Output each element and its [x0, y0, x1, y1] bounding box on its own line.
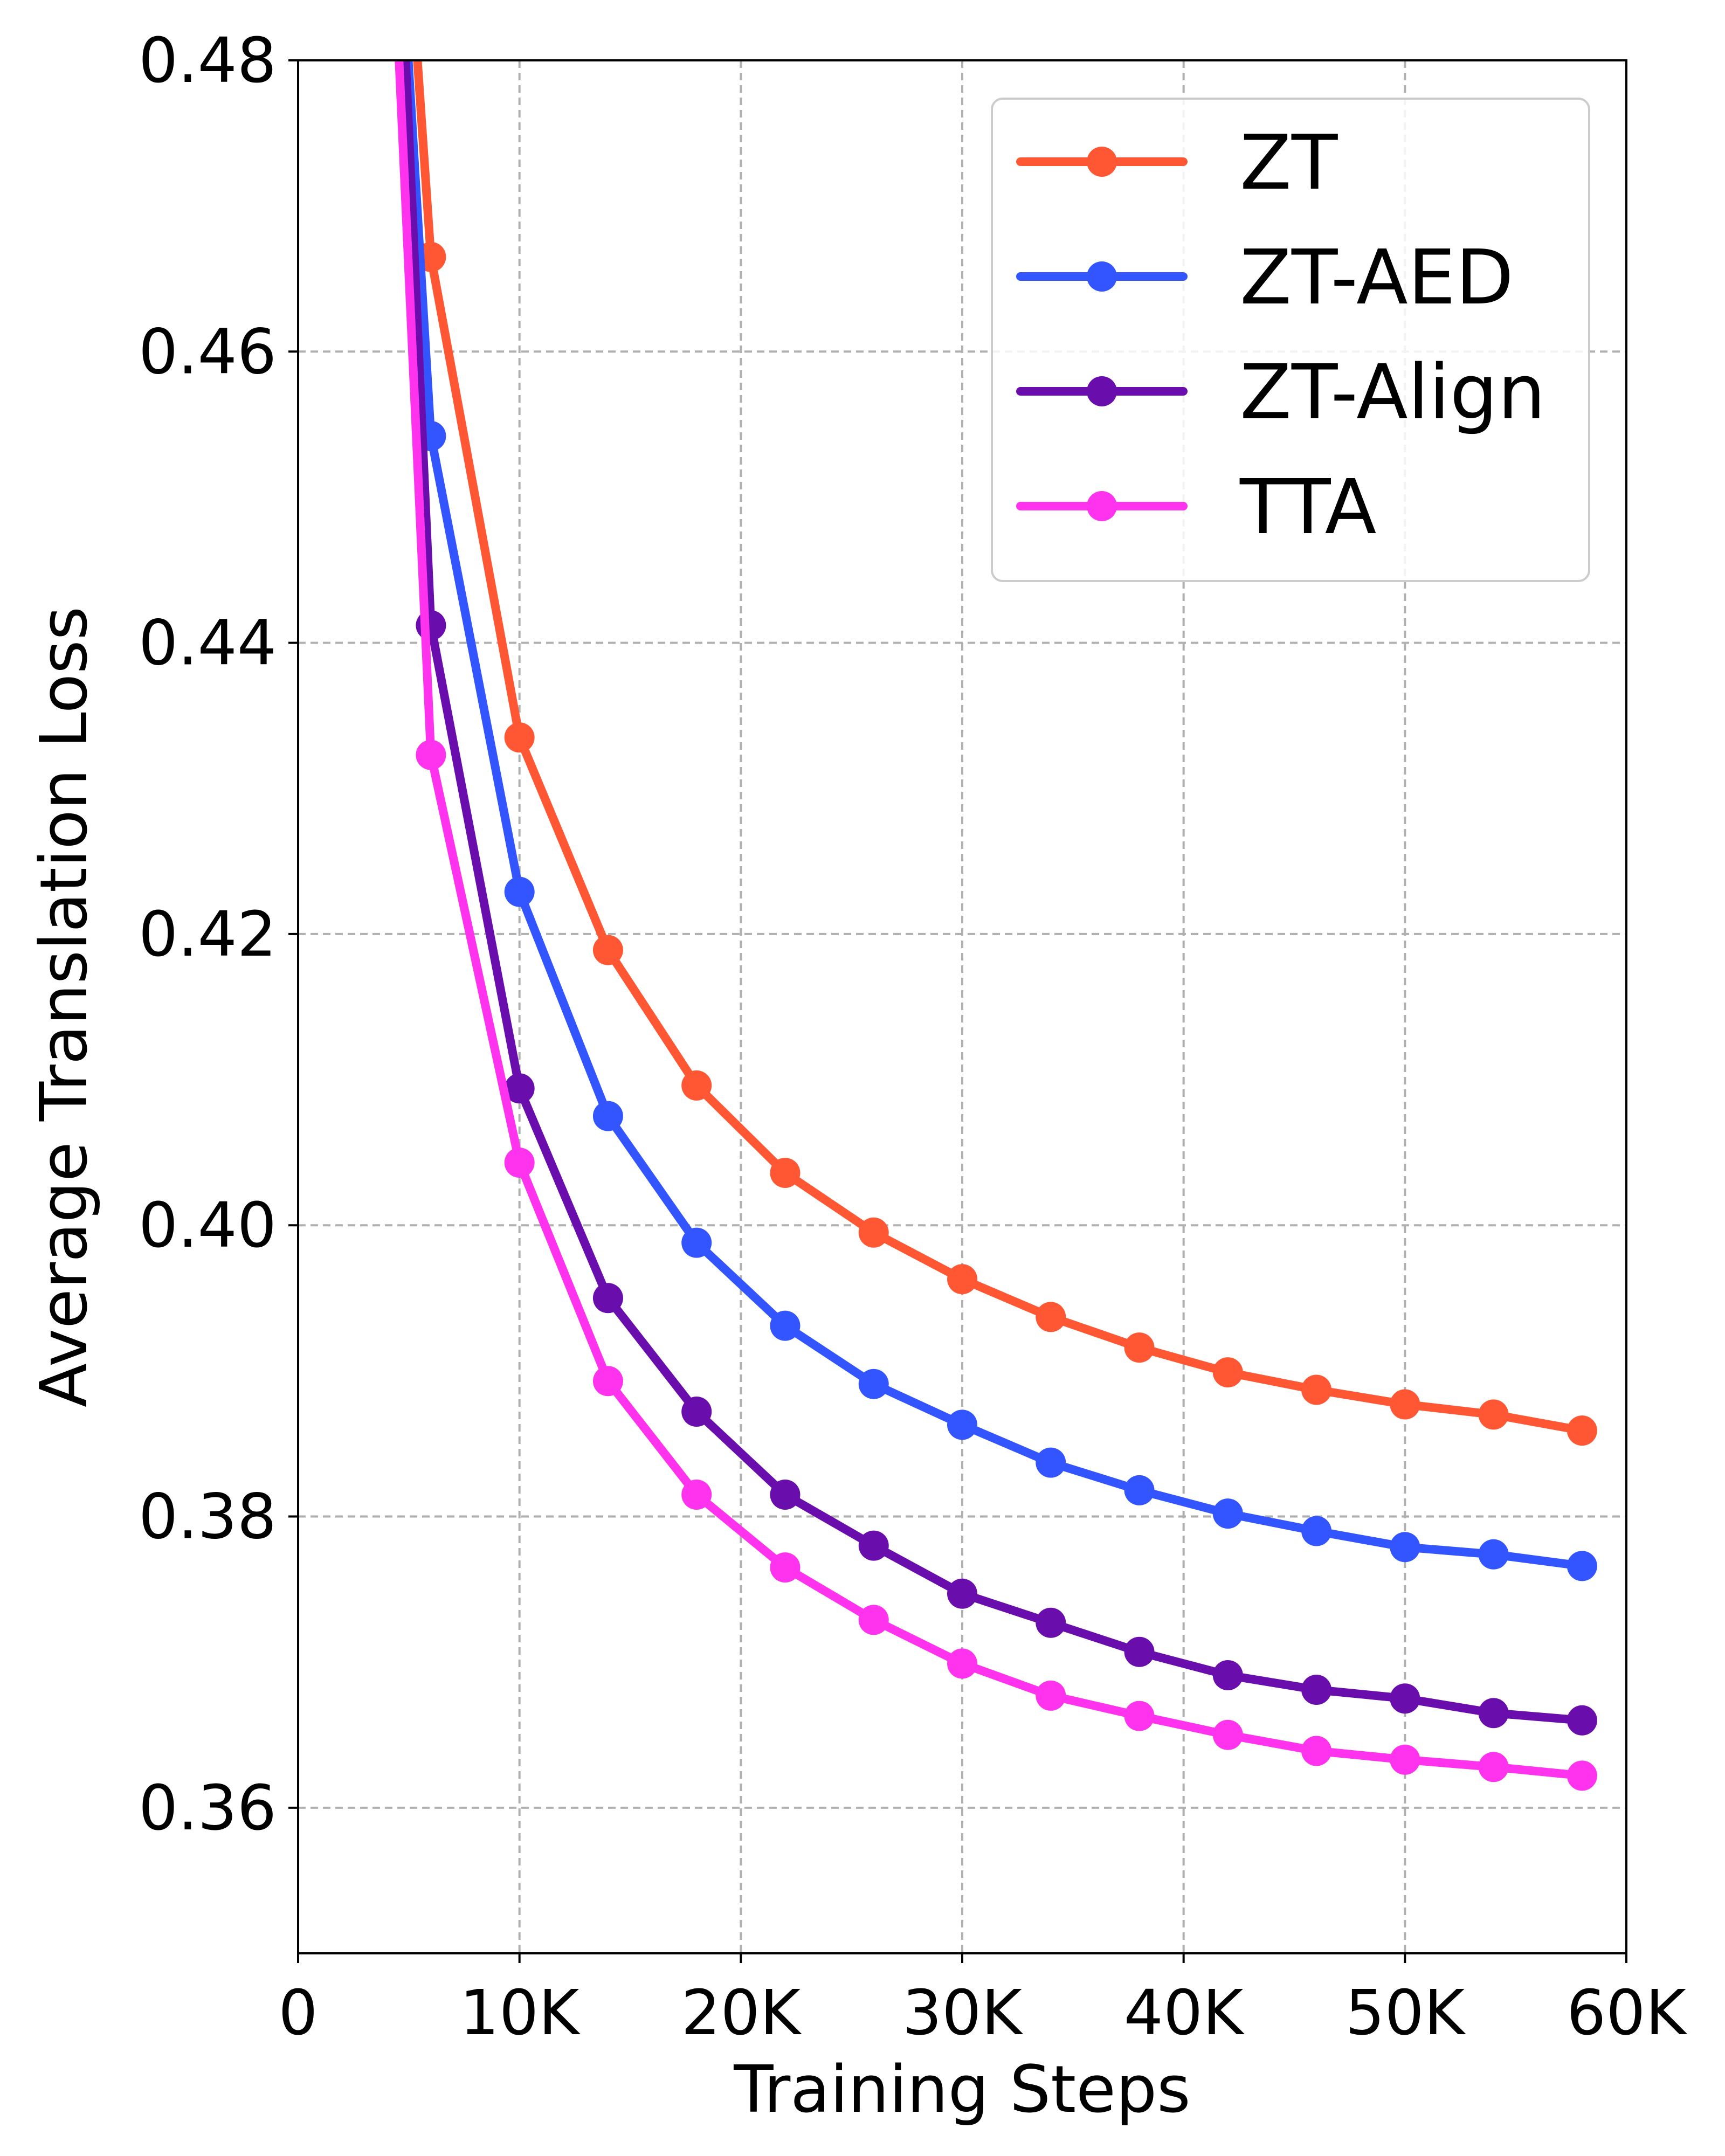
- data-point: [681, 1480, 712, 1510]
- data-point: [770, 1480, 801, 1510]
- data-point: [681, 1070, 712, 1101]
- legend-marker: [1087, 147, 1117, 177]
- x-tick-label: 0: [278, 1977, 318, 2049]
- legend-marker: [1087, 491, 1117, 521]
- data-point: [1036, 1607, 1066, 1638]
- data-point: [1390, 1683, 1420, 1714]
- data-point: [681, 1397, 712, 1427]
- y-tick-label: 0.42: [139, 899, 277, 971]
- data-point: [770, 1157, 801, 1188]
- data-point: [1036, 1447, 1066, 1478]
- legend-label: ZT-AED: [1240, 234, 1514, 322]
- x-tick-label: 40K: [1124, 1977, 1245, 2049]
- data-point: [1301, 1675, 1332, 1705]
- data-point: [1036, 1680, 1066, 1711]
- legend-label: TTA: [1239, 464, 1376, 551]
- x-tick-label: 60K: [1567, 1977, 1687, 2049]
- y-tick-label: 0.48: [139, 25, 277, 97]
- data-point: [1301, 1736, 1332, 1766]
- data-point: [1301, 1374, 1332, 1405]
- x-tick-label: 50K: [1345, 1977, 1466, 2049]
- data-point: [770, 1552, 801, 1583]
- data-point: [947, 1409, 977, 1440]
- data-point: [1390, 1532, 1420, 1563]
- legend-item-tta: TTA: [1016, 464, 1376, 551]
- legend-label: ZT-Align: [1240, 349, 1545, 437]
- data-point: [947, 1264, 977, 1295]
- data-point: [1390, 1744, 1420, 1775]
- legend-marker: [1087, 261, 1117, 292]
- data-point: [504, 1073, 535, 1104]
- data-point: [858, 1217, 889, 1248]
- y-tick-label: 0.46: [139, 316, 277, 388]
- data-point: [1212, 1719, 1243, 1750]
- y-axis-title: Average Translation Loss: [27, 606, 102, 1407]
- data-point: [1567, 1415, 1597, 1446]
- series-zt: [413, 60, 1597, 1446]
- data-point: [592, 935, 623, 965]
- legend-item-zt-align: ZT-Align: [1016, 349, 1545, 437]
- legend-item-zt: ZT: [1016, 119, 1338, 207]
- data-point: [947, 1578, 977, 1609]
- tick-labels: 0 10K 20K 30K 40K 50K 60K 0.36 0.38 0.40 0.42 0.44 0…: [139, 25, 1688, 2049]
- y-tick-label: 0.44: [139, 607, 277, 680]
- series-zt-aed: [404, 60, 1597, 1581]
- data-point: [1478, 1698, 1509, 1729]
- data-point: [1567, 1760, 1597, 1791]
- data-point: [1036, 1302, 1066, 1332]
- legend: ZT ZT-AED ZT-Align TTA: [991, 98, 1590, 582]
- legend-marker: [1087, 376, 1117, 406]
- data-point: [1478, 1539, 1509, 1570]
- data-point: [1124, 1636, 1155, 1667]
- data-point: [770, 1310, 801, 1341]
- x-tick-label: 10K: [460, 1977, 581, 2049]
- data-point: [504, 876, 535, 907]
- data-point: [416, 740, 446, 770]
- data-point: [1124, 1701, 1155, 1731]
- data-point: [1390, 1389, 1420, 1420]
- data-point: [504, 722, 535, 753]
- data-point: [1124, 1475, 1155, 1505]
- series-tta: [395, 60, 1597, 1791]
- data-point: [681, 1227, 712, 1258]
- data-point: [1478, 1399, 1509, 1430]
- data-point: [592, 1283, 623, 1314]
- data-point: [1212, 1498, 1243, 1529]
- data-point: [1212, 1660, 1243, 1691]
- y-tick-label: 0.36: [139, 1772, 277, 1844]
- y-tick-label: 0.40: [139, 1190, 277, 1262]
- x-tick-label: 20K: [681, 1977, 802, 2049]
- data-point: [1567, 1551, 1597, 1581]
- x-tick-label: 30K: [902, 1977, 1023, 2049]
- data-point: [592, 1101, 623, 1131]
- x-axis-title: Training Steps: [733, 2053, 1190, 2127]
- data-point: [1212, 1357, 1243, 1388]
- data-point: [504, 1148, 535, 1178]
- data-point: [592, 1366, 623, 1397]
- y-tick-label: 0.38: [139, 1481, 277, 1553]
- series-zt-align: [401, 60, 1597, 1736]
- data-point: [1301, 1516, 1332, 1546]
- legend-item-zt-aed: ZT-AED: [1016, 234, 1514, 322]
- data-point: [1478, 1752, 1509, 1782]
- legend-frame: [991, 98, 1590, 582]
- data-point: [858, 1530, 889, 1561]
- data-point: [1567, 1705, 1597, 1736]
- data-point: [858, 1369, 889, 1399]
- data-point: [947, 1648, 977, 1679]
- data-point: [858, 1605, 889, 1635]
- series-group: [395, 60, 1597, 1791]
- data-point: [1124, 1332, 1155, 1363]
- legend-label: ZT: [1240, 119, 1338, 207]
